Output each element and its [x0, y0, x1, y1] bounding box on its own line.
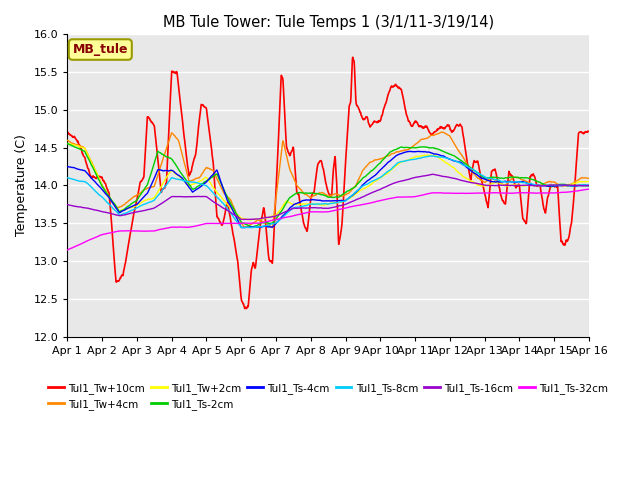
Tul1_Ts-4cm	[414, 148, 422, 154]
Tul1_Ts-4cm	[585, 183, 593, 189]
Tul1_Ts-16cm	[125, 211, 132, 216]
Tul1_Tw+10cm	[361, 116, 369, 122]
Tul1_Ts-16cm	[104, 210, 111, 216]
Tul1_Ts-16cm	[243, 216, 251, 222]
Tul1_Ts-8cm	[104, 200, 111, 206]
Tul1_Ts-16cm	[361, 193, 369, 199]
Tul1_Tw+4cm	[361, 166, 369, 171]
Tul1_Ts-2cm	[285, 195, 293, 201]
Tul1_Ts-2cm	[361, 174, 369, 180]
Tul1_Ts-16cm	[285, 207, 293, 213]
Tul1_Ts-32cm	[585, 186, 593, 192]
Tul1_Tw+2cm	[361, 186, 369, 192]
Tul1_Ts-8cm	[585, 182, 593, 188]
Tul1_Ts-4cm	[104, 193, 111, 199]
Tul1_Tw+4cm	[63, 137, 71, 143]
Tul1_Ts-16cm	[296, 205, 303, 211]
Tul1_Ts-4cm	[63, 164, 71, 169]
Tul1_Ts-2cm	[585, 183, 593, 189]
Tul1_Ts-8cm	[285, 208, 293, 214]
Tul1_Tw+10cm	[125, 239, 132, 244]
Tul1_Ts-8cm	[125, 209, 132, 215]
Line: Tul1_Ts-8cm: Tul1_Ts-8cm	[67, 156, 589, 228]
Tul1_Ts-2cm	[125, 203, 133, 208]
Line: Tul1_Ts-4cm: Tul1_Ts-4cm	[67, 151, 589, 228]
Tul1_Tw+4cm	[285, 164, 293, 169]
Tul1_Tw+10cm	[241, 306, 249, 312]
Tul1_Ts-8cm	[305, 202, 313, 207]
Tul1_Ts-16cm	[305, 205, 313, 211]
Tul1_Ts-2cm	[296, 190, 304, 195]
Tul1_Ts-4cm	[305, 197, 313, 203]
Tul1_Ts-32cm	[125, 228, 132, 234]
Tul1_Ts-16cm	[63, 202, 71, 207]
Line: Tul1_Tw+4cm: Tul1_Tw+4cm	[67, 132, 589, 228]
Tul1_Ts-8cm	[246, 225, 253, 230]
Tul1_Ts-16cm	[429, 171, 436, 177]
Y-axis label: Temperature (C): Temperature (C)	[15, 134, 28, 236]
Tul1_Ts-8cm	[429, 153, 436, 159]
Tul1_Ts-16cm	[585, 182, 593, 188]
Line: Tul1_Ts-2cm: Tul1_Ts-2cm	[67, 144, 589, 227]
Tul1_Ts-2cm	[64, 141, 72, 146]
Tul1_Ts-8cm	[63, 175, 71, 180]
Tul1_Ts-2cm	[248, 224, 256, 230]
Tul1_Ts-2cm	[306, 191, 314, 196]
Tul1_Tw+2cm	[305, 202, 313, 207]
Tul1_Tw+4cm	[585, 176, 593, 181]
Tul1_Ts-32cm	[305, 209, 313, 215]
Tul1_Tw+4cm	[438, 129, 445, 135]
Tul1_Tw+4cm	[125, 198, 132, 204]
Tul1_Ts-4cm	[361, 180, 369, 186]
Tul1_Tw+10cm	[305, 210, 313, 216]
Tul1_Tw+4cm	[104, 192, 111, 197]
Tul1_Tw+4cm	[305, 194, 313, 200]
Tul1_Tw+2cm	[63, 141, 71, 146]
Tul1_Ts-2cm	[63, 141, 71, 146]
Tul1_Tw+2cm	[285, 200, 293, 205]
Tul1_Ts-8cm	[296, 204, 303, 210]
Tul1_Ts-4cm	[285, 206, 293, 212]
Title: MB Tule Tower: Tule Temps 1 (3/1/11-3/19/14): MB Tule Tower: Tule Temps 1 (3/1/11-3/19…	[163, 15, 493, 30]
Line: Tul1_Ts-32cm: Tul1_Ts-32cm	[67, 189, 589, 250]
Tul1_Tw+10cm	[63, 129, 71, 135]
Tul1_Tw+4cm	[296, 186, 303, 192]
Tul1_Ts-32cm	[360, 202, 368, 207]
Tul1_Tw+2cm	[296, 202, 303, 207]
Tul1_Tw+4cm	[268, 225, 276, 230]
Tul1_Tw+10cm	[296, 199, 303, 204]
Line: Tul1_Tw+10cm: Tul1_Tw+10cm	[67, 57, 589, 309]
Tul1_Ts-32cm	[285, 214, 292, 220]
Tul1_Tw+10cm	[285, 151, 293, 156]
Tul1_Ts-8cm	[361, 182, 369, 188]
Tul1_Ts-4cm	[240, 225, 248, 230]
Tul1_Ts-2cm	[104, 192, 112, 198]
Tul1_Ts-4cm	[296, 200, 303, 205]
Tul1_Tw+2cm	[585, 179, 593, 184]
Tul1_Tw+2cm	[247, 217, 255, 223]
Legend: Tul1_Tw+10cm, Tul1_Tw+4cm, Tul1_Tw+2cm, Tul1_Ts-2cm, Tul1_Ts-4cm, Tul1_Ts-8cm, T: Tul1_Tw+10cm, Tul1_Tw+4cm, Tul1_Tw+2cm, …	[44, 378, 612, 414]
Tul1_Tw+10cm	[585, 129, 593, 134]
Text: MB_tule: MB_tule	[72, 43, 128, 56]
Line: Tul1_Tw+2cm: Tul1_Tw+2cm	[67, 144, 589, 220]
Tul1_Tw+2cm	[104, 192, 111, 198]
Tul1_Tw+2cm	[125, 205, 132, 211]
Line: Tul1_Ts-16cm: Tul1_Ts-16cm	[67, 174, 589, 219]
Tul1_Ts-32cm	[63, 247, 71, 253]
Tul1_Tw+10cm	[349, 54, 356, 60]
Tul1_Ts-4cm	[125, 205, 132, 211]
Tul1_Ts-32cm	[104, 230, 111, 236]
Tul1_Tw+10cm	[104, 187, 111, 192]
Tul1_Ts-32cm	[296, 212, 303, 217]
